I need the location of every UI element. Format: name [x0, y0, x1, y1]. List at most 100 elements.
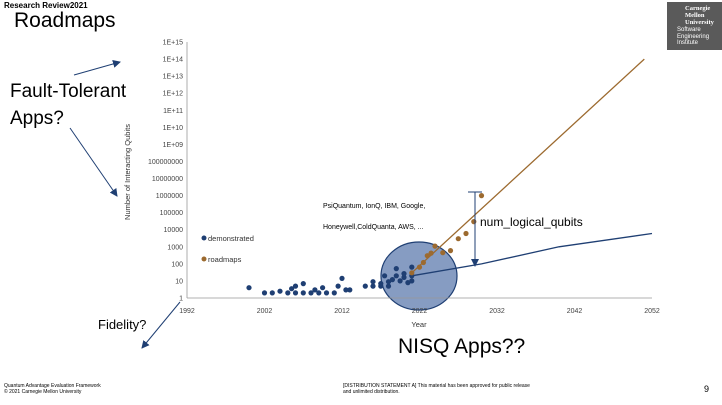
footer-line: and unlimited distribution. [343, 389, 400, 395]
logo-line: University [685, 19, 714, 26]
demonstrated-point [385, 279, 392, 285]
y-tick-label: 1 [179, 296, 183, 303]
y-tick-label: 1000000 [156, 193, 183, 200]
demonstrated-point [277, 288, 283, 294]
fault-tolerant-annotation: Fault-Tolerant Apps? [10, 78, 126, 132]
logo-line: Carnegie [685, 5, 711, 12]
y-tick-label: 1E+15 [163, 40, 184, 47]
demonstrated-point [312, 287, 318, 293]
demonstrated-point [362, 283, 368, 289]
roadmaps-point [428, 250, 434, 256]
x-axis-label: Year [411, 320, 427, 329]
roadmaps-point [463, 230, 469, 237]
arrow-fault-tolerant-2 [69, 127, 118, 197]
page-number: 9 [704, 384, 710, 394]
fault-tolerant-line: Apps? [10, 108, 64, 129]
arrow-fidelity [141, 301, 181, 349]
demonstrated-point [401, 274, 407, 280]
demonstrated-point [331, 290, 337, 296]
y-tick-label: 1E+12 [163, 91, 184, 98]
x-tick-label: 1992 [179, 308, 195, 315]
demonstrated-point [370, 279, 376, 285]
slide-title: Roadmaps [14, 9, 116, 32]
demonstrated-point [401, 271, 407, 277]
y-tick-label: 100 [171, 261, 183, 268]
x-tick-label: 2042 [567, 308, 583, 315]
y-tick-label: 1E+11 [163, 108, 183, 115]
legend-label-demonstrated: demonstrated [208, 234, 254, 243]
roadmaps-point [455, 236, 461, 242]
y-tick-label: 10000000 [152, 176, 183, 183]
x-tick-label: 2052 [644, 308, 660, 315]
x-tick-label: 2012 [334, 308, 350, 315]
y-tick-label: 10000 [164, 227, 184, 234]
num-logical-qubits-label: num_logical_qubits [480, 215, 583, 229]
y-tick-label: 1000 [167, 244, 183, 251]
roadmaps-point [420, 259, 426, 266]
demonstrated-point [385, 283, 392, 289]
demonstrated-point [316, 290, 322, 296]
legend-label-roadmaps: roadmaps [208, 255, 242, 264]
fault-tolerant-line: Fault-Tolerant [10, 81, 127, 102]
companies-line-2: Honeywell,ColdQuanta, AWS, ... [323, 224, 424, 231]
demonstrated-point [343, 287, 349, 293]
demonstrated-point [389, 277, 395, 283]
logo-line: Engineering [677, 33, 710, 40]
footer-left: Quantum Advantage Evaluation Framework ©… [4, 383, 101, 395]
roadmaps-point [409, 270, 415, 276]
roadmaps-point [432, 243, 438, 249]
legend-marker-roadmaps [201, 256, 207, 262]
roadmaps-point [471, 219, 477, 225]
demonstrated-point [409, 278, 415, 284]
roadmaps-point [416, 264, 423, 270]
demonstrated-point [246, 285, 252, 291]
roadmaps-point [478, 193, 485, 199]
demonstrated-point [335, 283, 341, 289]
demonstrated-trend-line [411, 232, 653, 277]
demonstrated-point [378, 281, 384, 287]
roadmaps-point [440, 250, 446, 256]
fidelity-annotation: Fidelity? [98, 317, 147, 332]
demonstrated-point [292, 283, 299, 289]
demonstrated-point [292, 290, 299, 296]
y-tick-label: 100000 [160, 210, 183, 217]
logo-line: Software [677, 27, 701, 33]
footer-line: [DISTRIBUTION STATEMENT A] This material… [343, 383, 530, 389]
y-tick-label: 1E+14 [163, 57, 184, 64]
demonstrated-point [285, 290, 291, 296]
demonstrated-point [405, 280, 411, 286]
demonstrated-point [269, 290, 275, 296]
footer-line: Quantum Advantage Evaluation Framework [4, 383, 101, 389]
footer-line: © 2021 Carnegie Mellon University [4, 389, 82, 395]
y-tick-label: 1E+10 [163, 125, 184, 132]
demonstrated-point [308, 290, 314, 296]
y-tick-label: 1E+09 [163, 142, 184, 149]
y-tick-label: 10 [175, 278, 183, 285]
demonstrated-point [289, 286, 295, 292]
y-tick-label: 1E+13 [163, 74, 184, 81]
demonstrated-point [339, 275, 345, 281]
footer-distribution-statement: [DISTRIBUTION STATEMENT A] This material… [343, 383, 530, 395]
companies-line-1: PsiQuantum, IonQ, IBM, Google, [323, 203, 425, 210]
x-tick-label: 2002 [257, 308, 273, 315]
roadmaps-point [424, 253, 430, 259]
roadmaps-point [447, 248, 454, 254]
y-axis-label: Number of Interacting Qubits [123, 124, 132, 220]
nisq-highlight-ellipse [380, 241, 458, 311]
x-tick-label: 2022 [412, 308, 428, 315]
logo-line: Institute [677, 40, 699, 46]
demonstrated-point [261, 290, 268, 296]
roadmaps-trend-line [411, 58, 645, 274]
legend-marker-demonstrated [201, 235, 207, 241]
x-tick-label: 2032 [489, 308, 505, 315]
demonstrated-point [382, 273, 388, 279]
demonstrated-point [370, 283, 376, 289]
header-review-label: Research Review2021 [4, 1, 88, 10]
demonstrated-point [393, 273, 399, 279]
nisq-apps-annotation: NISQ Apps?? [398, 335, 526, 358]
demonstrated-point [320, 285, 326, 291]
demonstrated-point [397, 278, 403, 284]
demonstrated-point [323, 290, 330, 296]
logo-line: Mellon [685, 12, 705, 19]
